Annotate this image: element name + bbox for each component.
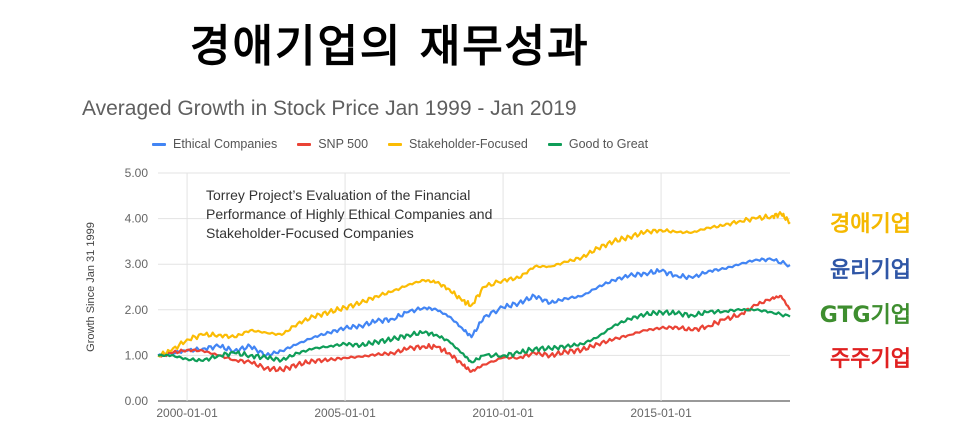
x-tick-label: 2010-01-01 (472, 406, 534, 420)
legend-swatch (152, 142, 166, 146)
legend-label: Stakeholder-Focused (409, 137, 528, 151)
y-tick-label: 0.00 (125, 394, 149, 408)
x-tick-label: 2015-01-01 (630, 406, 692, 420)
y-tick-label: 3.00 (125, 257, 149, 271)
legend-swatch (547, 142, 562, 146)
y-tick-label: 5.00 (125, 166, 149, 180)
y-tick-label: 2.00 (125, 303, 149, 317)
y-tick-label: 1.00 (125, 348, 149, 362)
legend-item-stakeholder[interactable]: Stakeholder-Focused (388, 137, 528, 151)
x-tick-label: 2000-01-01 (156, 406, 218, 420)
legend-label: SNP 500 (318, 137, 369, 151)
series-line-1 (157, 294, 791, 373)
y-axis-label: Growth Since Jan 31 1999 (85, 222, 97, 352)
y-tick-label: 4.00 (125, 212, 149, 226)
legend-item-snp500[interactable]: SNP 500 (297, 137, 368, 151)
legend-item-ethical[interactable]: Ethical Companies (152, 137, 277, 151)
series-line-0 (157, 257, 791, 358)
side-label-ethical: 윤리기업 (830, 258, 911, 283)
chart-legend: Ethical Companies SNP 500 Stakeholder-Fo… (152, 137, 648, 151)
side-label-shareholder: 주주기업 (830, 347, 911, 372)
legend-item-good-to-great[interactable]: Good to Great (547, 137, 649, 151)
chart-annotation: Torrey Project’s Evaluation of the Finan… (206, 187, 493, 241)
x-tick-label: 2005-01-01 (314, 406, 376, 420)
series-line-2 (157, 211, 791, 358)
legend-swatch (297, 142, 312, 146)
series-line-3 (158, 308, 791, 364)
legend-swatch (388, 142, 403, 146)
legend-label: Ethical Companies (173, 137, 278, 151)
side-label-gtg: GTG기업 (819, 303, 911, 328)
chart-title: Averaged Growth in Stock Price Jan 1999 … (82, 97, 577, 120)
legend-label: Good to Great (568, 137, 649, 151)
side-label-stakeholder: 경애기업 (830, 212, 911, 237)
page-heading: 경애기업의 재무성과 (190, 21, 590, 72)
